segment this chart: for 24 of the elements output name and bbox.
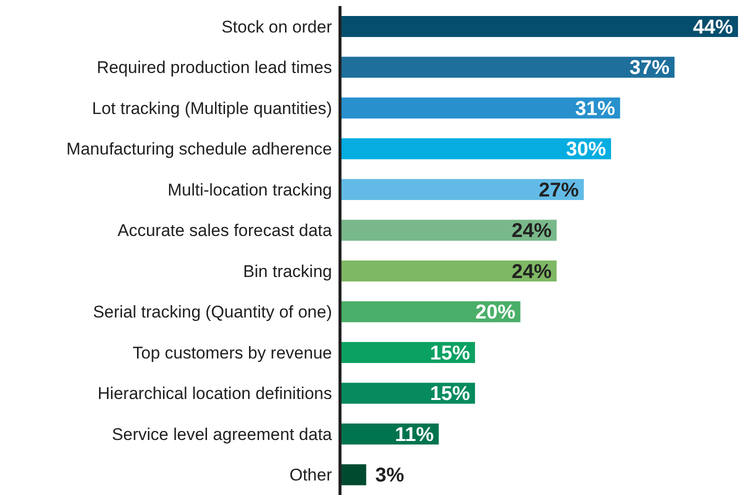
data-label: 31% (575, 98, 616, 120)
y-tick-label: Accurate sales forecast data (117, 221, 333, 240)
data-label: 15% (430, 342, 470, 364)
y-tick-label: Hierarchical location definitions (98, 384, 332, 404)
data-label: 37% (629, 57, 670, 80)
data-label: 15% (430, 383, 470, 406)
data-label: 11% (394, 424, 434, 446)
data-label: 20% (475, 302, 516, 324)
y-tick-label: Lot tracking (Multiple quantities) (92, 98, 332, 118)
y-tick-label: Service level agreement data (112, 424, 333, 444)
data-label: 30% (566, 138, 606, 161)
y-tick-label: Multi-location tracking (168, 180, 332, 200)
y-tick-label: Manufacturing schedule adherence (66, 140, 332, 159)
y-tick-label: Top customers by revenue (132, 343, 332, 362)
data-label: 24% (512, 220, 552, 242)
y-tick-label: Serial tracking (Quantity of one) (92, 302, 332, 322)
data-label: 3% (375, 464, 404, 487)
data-label: 24% (512, 260, 552, 283)
y-tick-label: Other (289, 466, 332, 485)
y-tick-label: Stock on order (221, 17, 332, 36)
y-tick-label: Required production lead times (96, 58, 332, 78)
data-label: 27% (538, 179, 580, 202)
data-label: 44% (692, 16, 734, 38)
y-tick-label: Bin tracking (243, 262, 332, 281)
